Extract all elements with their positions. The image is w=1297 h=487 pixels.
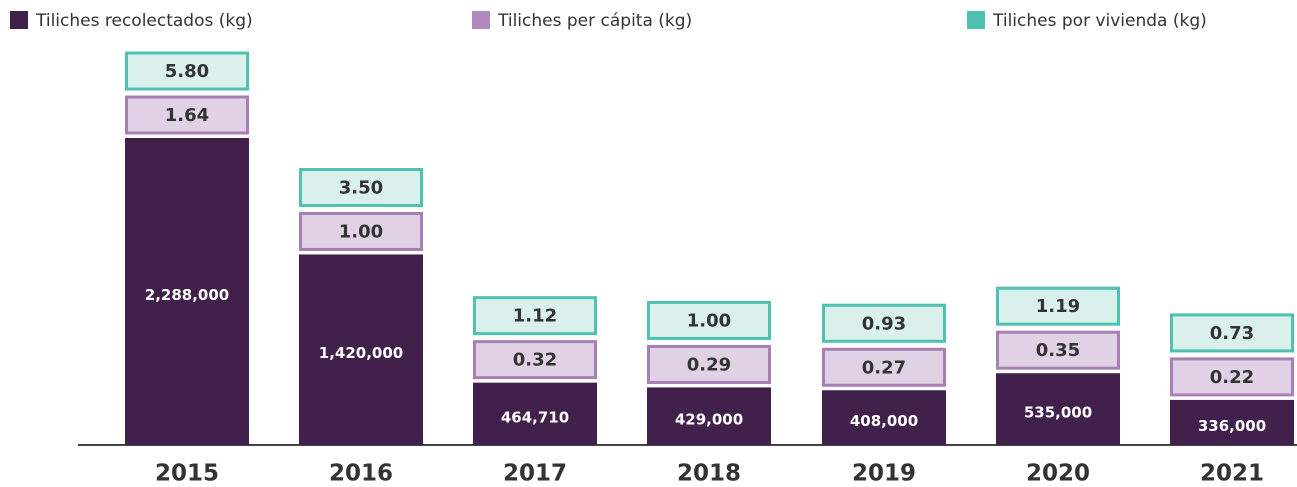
box-value-label: 0.93	[862, 313, 906, 334]
bar	[1170, 399, 1294, 445]
value-box	[125, 51, 249, 91]
value-box	[996, 286, 1120, 326]
box-value-label: 1.00	[687, 310, 731, 331]
box-value-label: 1.00	[339, 221, 383, 242]
box-value-label: 0.29	[687, 354, 731, 375]
bar-value-label: 336,000	[1198, 417, 1266, 435]
value-box	[647, 300, 771, 340]
legend-label: Tiliches por vivienda (kg)	[992, 11, 1207, 31]
bar-value-label: 464,710	[501, 408, 569, 426]
x-tick-label: 2017	[503, 461, 567, 487]
value-box	[473, 340, 597, 380]
value-box	[299, 167, 423, 207]
bar-value-label: 429,000	[675, 411, 743, 429]
bar	[822, 390, 946, 445]
box-value-label: 0.32	[513, 350, 557, 371]
bar-value-label: 408,000	[850, 412, 918, 430]
value-box	[647, 344, 771, 384]
box-value-label: 5.80	[165, 61, 209, 82]
box-value-label: 1.12	[513, 306, 557, 327]
value-box	[822, 347, 946, 387]
value-box	[1170, 357, 1294, 397]
x-tick-label: 2019	[852, 461, 916, 487]
x-tick-label: 2018	[677, 461, 741, 487]
box-value-label: 1.64	[165, 105, 209, 126]
box-value-label: 0.27	[862, 357, 906, 378]
value-box	[299, 211, 423, 251]
box-value-label: 1.19	[1036, 296, 1080, 317]
legend-swatch	[10, 11, 28, 29]
value-box	[1170, 313, 1294, 353]
value-box	[996, 330, 1120, 370]
box-value-label: 3.50	[339, 177, 383, 198]
legend-swatch	[967, 11, 985, 29]
bar-value-label: 535,000	[1024, 404, 1092, 422]
box-value-label: 0.73	[1210, 323, 1254, 344]
value-box	[125, 95, 249, 135]
x-tick-label: 2016	[329, 461, 393, 487]
bar	[473, 382, 597, 445]
box-value-label: 0.35	[1036, 340, 1080, 361]
box-value-label: 0.22	[1210, 367, 1254, 388]
legend-swatch	[472, 11, 490, 29]
bar	[996, 373, 1120, 445]
bar	[125, 138, 249, 445]
value-box	[822, 303, 946, 343]
x-tick-label: 2021	[1200, 461, 1264, 487]
legend-label: Tiliches per cápita (kg)	[497, 11, 692, 31]
bar	[299, 254, 423, 445]
value-box	[473, 296, 597, 336]
bar	[647, 387, 771, 445]
bar-value-label: 2,288,000	[145, 286, 229, 304]
bar-value-label: 1,420,000	[319, 344, 403, 362]
legend-label: Tiliches recolectados (kg)	[35, 11, 253, 31]
x-tick-label: 2020	[1026, 461, 1090, 487]
x-tick-label: 2015	[155, 461, 219, 487]
